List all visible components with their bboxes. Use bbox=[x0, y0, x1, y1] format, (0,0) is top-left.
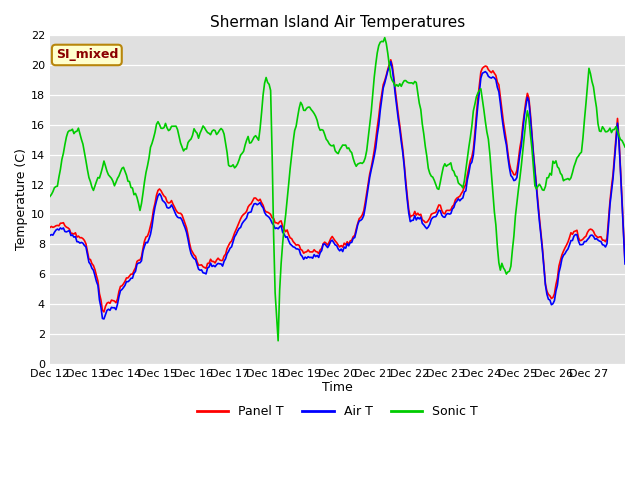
Air T bbox=[100, 316, 108, 322]
Panel T bbox=[459, 188, 467, 194]
Sonic T bbox=[344, 146, 351, 152]
Text: SI_mixed: SI_mixed bbox=[56, 48, 118, 61]
Panel T bbox=[344, 239, 351, 245]
Legend: Panel T, Air T, Sonic T: Panel T, Air T, Sonic T bbox=[192, 400, 483, 423]
Sonic T bbox=[620, 141, 627, 146]
Line: Sonic T: Sonic T bbox=[50, 37, 625, 341]
Panel T bbox=[387, 57, 395, 63]
Y-axis label: Temperature (C): Temperature (C) bbox=[15, 149, 28, 251]
Panel T bbox=[84, 249, 92, 254]
X-axis label: Time: Time bbox=[322, 382, 353, 395]
Sonic T bbox=[46, 193, 54, 199]
Air T bbox=[387, 59, 395, 64]
Sonic T bbox=[381, 35, 388, 40]
Panel T bbox=[620, 228, 627, 234]
Sonic T bbox=[459, 185, 467, 191]
Air T bbox=[46, 233, 54, 239]
Title: Sherman Island Air Temperatures: Sherman Island Air Temperatures bbox=[210, 15, 465, 30]
Sonic T bbox=[65, 128, 73, 133]
Air T bbox=[344, 241, 351, 247]
Sonic T bbox=[275, 338, 282, 344]
Panel T bbox=[100, 309, 108, 315]
Air T bbox=[620, 232, 627, 238]
Line: Air T: Air T bbox=[50, 61, 625, 319]
Air T bbox=[65, 228, 73, 233]
Air T bbox=[545, 296, 552, 302]
Sonic T bbox=[621, 144, 629, 150]
Air T bbox=[84, 252, 92, 258]
Panel T bbox=[65, 226, 73, 232]
Air T bbox=[459, 195, 467, 201]
Air T bbox=[621, 261, 629, 267]
Line: Panel T: Panel T bbox=[50, 60, 625, 312]
Panel T bbox=[545, 291, 552, 297]
Panel T bbox=[621, 258, 629, 264]
Panel T bbox=[46, 225, 54, 230]
Sonic T bbox=[545, 175, 552, 180]
Sonic T bbox=[84, 167, 92, 173]
